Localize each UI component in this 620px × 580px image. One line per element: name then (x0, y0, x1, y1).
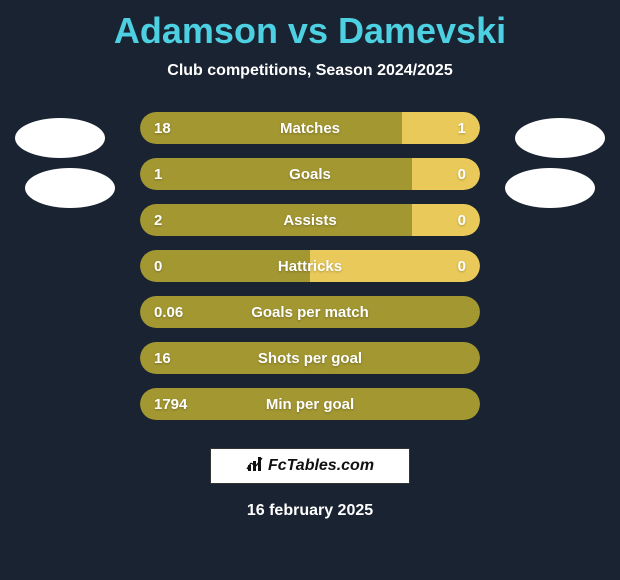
stat-bar: 0.06 Goals per match (140, 296, 480, 328)
stat-bar-right-segment (402, 112, 480, 144)
chart-icon (246, 455, 264, 478)
stat-bar-left-segment (140, 112, 402, 144)
stat-left-value: 0.06 (154, 304, 183, 321)
comparison-date: 16 february 2025 (0, 502, 620, 520)
stat-right-value: 1 (458, 120, 466, 137)
player-right-avatar-2 (505, 168, 595, 208)
player-right-avatar-1 (515, 118, 605, 158)
stat-label: Goals (289, 166, 331, 183)
stat-bar-right-segment (412, 204, 480, 236)
stat-right-value: 0 (458, 258, 466, 275)
player-left-avatar-1 (15, 118, 105, 158)
stat-bar: 16 Shots per goal (140, 342, 480, 374)
stat-left-value: 16 (154, 350, 171, 367)
stat-bar-left-segment (140, 204, 412, 236)
comparison-subtitle: Club competitions, Season 2024/2025 (0, 62, 620, 80)
stat-bar: 2 Assists 0 (140, 204, 480, 236)
stat-label: Goals per match (251, 304, 369, 321)
stat-right-value: 0 (458, 166, 466, 183)
stat-right-value: 0 (458, 212, 466, 229)
stat-bar-right-segment (412, 158, 480, 190)
stat-left-value: 1794 (154, 396, 187, 413)
fctables-logo: FcTables.com (210, 448, 410, 484)
stat-label: Min per goal (266, 396, 354, 413)
stat-bar: 18 Matches 1 (140, 112, 480, 144)
stat-bar: 1794 Min per goal (140, 388, 480, 420)
stat-left-value: 0 (154, 258, 162, 275)
stat-left-value: 2 (154, 212, 162, 229)
stat-bar: 1 Goals 0 (140, 158, 480, 190)
logo-text: FcTables.com (268, 457, 374, 475)
stat-label: Matches (280, 120, 340, 137)
player-left-avatar-2 (25, 168, 115, 208)
stat-left-value: 18 (154, 120, 171, 137)
stat-left-value: 1 (154, 166, 162, 183)
stat-bar: 0 Hattricks 0 (140, 250, 480, 282)
comparison-title: Adamson vs Damevski (0, 0, 620, 52)
stat-bars-container: 18 Matches 1 1 Goals 0 2 Assists 0 0 Hattricks 0 0.0… (0, 112, 620, 420)
stat-label: Assists (283, 212, 336, 229)
stat-bar-left-segment (140, 158, 412, 190)
stat-label: Shots per goal (258, 350, 362, 367)
stat-label: Hattricks (278, 258, 342, 275)
